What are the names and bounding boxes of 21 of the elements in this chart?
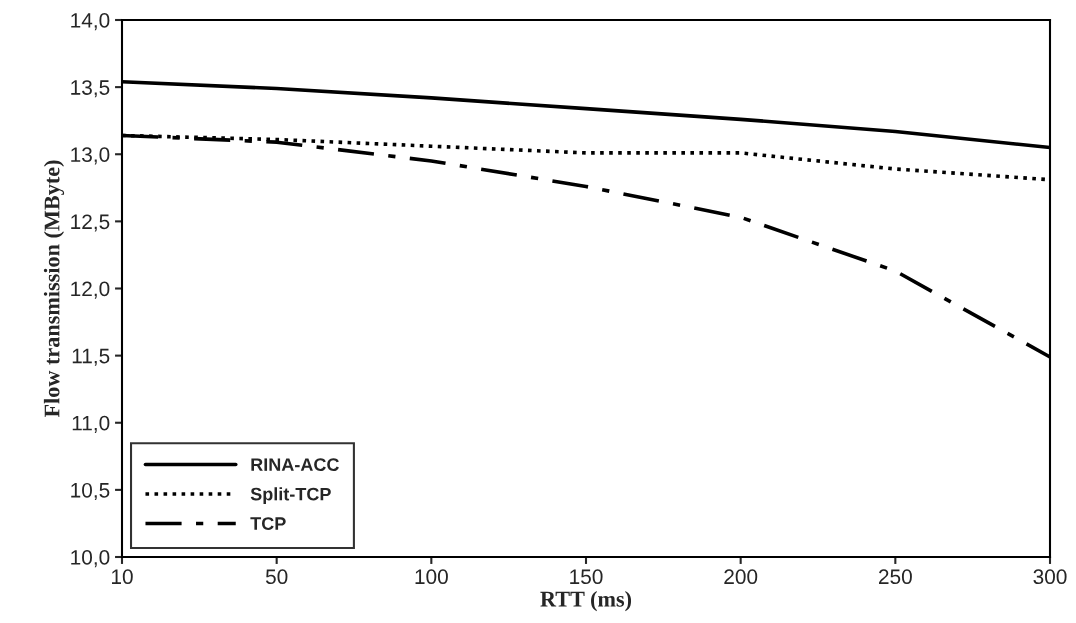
x-tick-label: 200 bbox=[724, 569, 758, 585]
y-axis-title: Flow transmission (MByte) bbox=[43, 160, 65, 418]
x-tick-label: 50 bbox=[265, 569, 288, 585]
y-tick-label: 13,0 bbox=[71, 147, 110, 165]
y-tick-label: 14,0 bbox=[71, 13, 110, 31]
x-axis-title: RTT (ms) bbox=[540, 591, 632, 612]
x-tick-label: 10 bbox=[112, 569, 133, 585]
x-tick-label: 150 bbox=[570, 569, 603, 585]
legend-label: Split-TCP bbox=[250, 487, 331, 505]
x-tick-label: 300 bbox=[1033, 569, 1067, 585]
y-tick-label: 11,0 bbox=[72, 415, 110, 433]
y-tick-label: 12,5 bbox=[71, 214, 110, 232]
y-tick-label: 10,5 bbox=[71, 482, 110, 501]
legend-label: TCP bbox=[250, 517, 286, 530]
y-tick-label: 10,0 bbox=[71, 550, 110, 568]
x-tick-label: 100 bbox=[415, 569, 448, 585]
y-tick-label: 12,0 bbox=[71, 281, 110, 299]
y-tick-label: 11,5 bbox=[72, 348, 110, 366]
legend-label: RINA-ACC bbox=[251, 458, 339, 472]
y-tick-label: 13,5 bbox=[71, 80, 110, 98]
x-tick-label: 250 bbox=[879, 569, 912, 585]
